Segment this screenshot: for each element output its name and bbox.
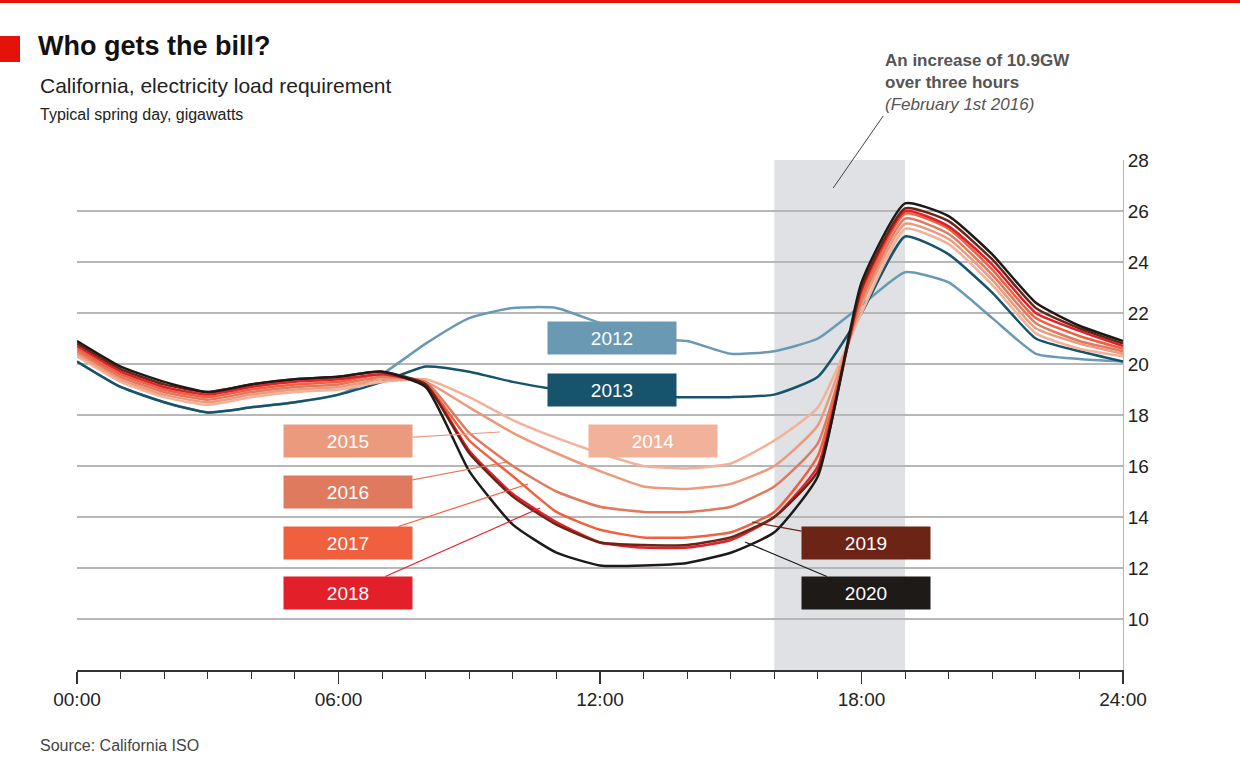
svg-text:2013: 2013 <box>591 380 633 401</box>
svg-text:24: 24 <box>1128 252 1150 273</box>
svg-text:00:00: 00:00 <box>53 689 101 710</box>
svg-text:14: 14 <box>1128 507 1150 528</box>
svg-text:2012: 2012 <box>591 328 633 349</box>
svg-text:26: 26 <box>1128 201 1149 222</box>
svg-text:2016: 2016 <box>327 482 369 503</box>
svg-text:2018: 2018 <box>327 583 369 604</box>
svg-text:10: 10 <box>1128 609 1149 630</box>
svg-text:2015: 2015 <box>327 431 369 452</box>
svg-text:2014: 2014 <box>632 431 675 452</box>
svg-text:Typical spring day, gigawatts: Typical spring day, gigawatts <box>40 106 243 123</box>
svg-text:24:00: 24:00 <box>1099 689 1147 710</box>
svg-text:Source: California ISO: Source: California ISO <box>40 737 199 754</box>
svg-text:2017: 2017 <box>327 533 369 554</box>
svg-text:2020: 2020 <box>845 583 887 604</box>
svg-text:18:00: 18:00 <box>838 689 886 710</box>
svg-text:An increase of 10.9GWover thre: An increase of 10.9GWover three hours(Fe… <box>885 51 1070 114</box>
svg-text:18: 18 <box>1128 405 1149 426</box>
svg-text:12:00: 12:00 <box>576 689 624 710</box>
svg-text:12: 12 <box>1128 558 1149 579</box>
svg-text:28: 28 <box>1128 150 1149 171</box>
svg-text:16: 16 <box>1128 456 1149 477</box>
svg-text:06:00: 06:00 <box>315 689 363 710</box>
svg-text:22: 22 <box>1128 303 1149 324</box>
svg-text:2019: 2019 <box>845 533 887 554</box>
svg-text:California, electricity load r: California, electricity load requirement <box>40 74 391 97</box>
svg-text:20: 20 <box>1128 354 1149 375</box>
svg-text:Who gets the bill?: Who gets the bill? <box>38 31 270 61</box>
